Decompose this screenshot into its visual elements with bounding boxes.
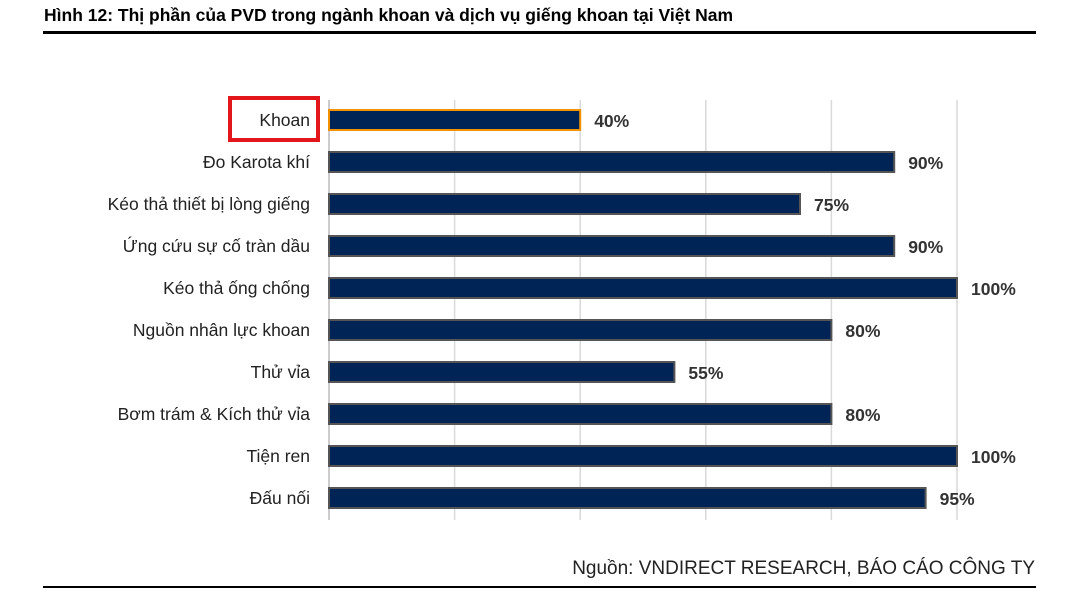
data-label: 40% — [594, 111, 629, 131]
data-label: 55% — [688, 363, 723, 383]
data-label: 80% — [845, 405, 880, 425]
category-label: Bơm trám & Kích thử vỉa — [118, 404, 311, 424]
data-label: 75% — [814, 195, 849, 215]
category-label: Đấu nối — [250, 488, 310, 508]
bottom-rule — [43, 586, 1036, 588]
data-label: 90% — [908, 237, 943, 257]
bar — [328, 109, 582, 131]
category-label: Kéo thả ống chống — [163, 278, 310, 298]
category-label: Ứng cứu sự cố tràn dầu — [123, 235, 310, 256]
bar — [328, 235, 896, 257]
data-label: 90% — [908, 153, 943, 173]
bar — [328, 361, 676, 383]
top-rule — [43, 31, 1036, 34]
bar — [328, 487, 927, 509]
figure-title: Hình 12: Thị phần của PVD trong ngành kh… — [44, 5, 734, 25]
category-label: Nguồn nhân lực khoan — [133, 320, 310, 340]
category-label: Thử vỉa — [251, 362, 311, 382]
data-label: 80% — [845, 321, 880, 341]
data-label: 95% — [940, 489, 975, 509]
data-label: 100% — [971, 447, 1016, 467]
bar — [328, 151, 896, 173]
category-label: Kéo thả thiết bị lòng giếng — [108, 194, 310, 214]
bar — [328, 193, 801, 215]
bar — [328, 319, 833, 341]
bar — [328, 403, 833, 425]
category-label: Khoan — [259, 110, 310, 130]
bar — [328, 445, 958, 467]
bar — [328, 277, 958, 299]
highlight-box — [228, 96, 320, 142]
data-label: 100% — [971, 279, 1016, 299]
category-label: Đo Karota khí — [203, 152, 310, 172]
source-note: Nguồn: VNDIRECT RESEARCH, BÁO CÁO CÔNG T… — [572, 558, 1035, 579]
category-label: Tiện ren — [246, 446, 310, 466]
